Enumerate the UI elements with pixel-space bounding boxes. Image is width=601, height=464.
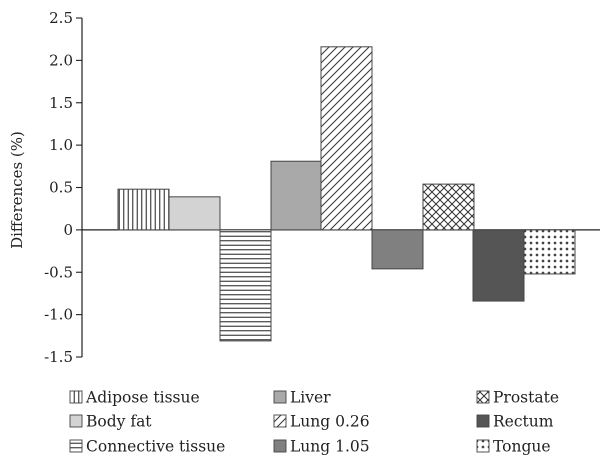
legend-label-body-fat: Body fat	[86, 413, 152, 431]
legend-label-lung-1-05: Lung 1.05	[290, 438, 370, 456]
y-tick-label: 1.5	[49, 94, 73, 112]
legend-label-lung-0-26: Lung 0.26	[290, 413, 370, 431]
legend-label-rectum: Rectum	[493, 413, 554, 431]
chart-bars	[117, 46, 576, 342]
legend-swatch-tongue	[476, 439, 490, 453]
y-axis-label: Differences (%)	[8, 131, 26, 249]
bar-prostate	[422, 183, 475, 231]
bar-lung-0-26	[320, 46, 373, 231]
y-tick-label: -1.5	[44, 348, 73, 366]
chart-legend: Adipose tissue Body fat Connective tissue L…	[69, 389, 559, 456]
legend-swatch-lung-1-05	[273, 439, 287, 453]
bar-tongue	[523, 229, 576, 275]
legend-label-liver: Liver	[290, 389, 331, 407]
y-tick-label: -0.5	[44, 263, 73, 281]
y-tick-label: 0	[63, 221, 73, 239]
y-tick-label: 2.5	[49, 9, 73, 27]
legend-label-connective-tissue: Connective tissue	[86, 438, 225, 456]
y-tick-label: -1.0	[44, 306, 73, 324]
legend-swatch-liver	[273, 390, 287, 404]
bar-lung-1-05	[371, 229, 424, 270]
bar-liver	[270, 160, 323, 231]
bar-rectum	[472, 229, 525, 302]
legend-swatch-connective-tissue	[69, 439, 83, 453]
legend-label-tongue: Tongue	[493, 438, 551, 456]
legend-swatch-adipose-tissue	[69, 390, 83, 404]
bar-connective-tissue	[219, 229, 272, 342]
legend-swatch-rectum	[476, 414, 490, 428]
y-tick-label: 1.0	[49, 136, 73, 154]
legend-swatch-lung-0-26	[273, 414, 287, 428]
legend-swatch-body-fat	[69, 414, 83, 428]
legend-swatch-prostate	[476, 390, 490, 404]
y-tick-label: 0.5	[49, 179, 73, 197]
bar-body-fat	[168, 196, 221, 231]
legend-label-prostate: Prostate	[493, 389, 559, 407]
y-tick-label: 2.0	[49, 51, 73, 69]
bar-adipose-tissue	[117, 188, 170, 231]
legend-label-adipose-tissue: Adipose tissue	[85, 389, 200, 407]
